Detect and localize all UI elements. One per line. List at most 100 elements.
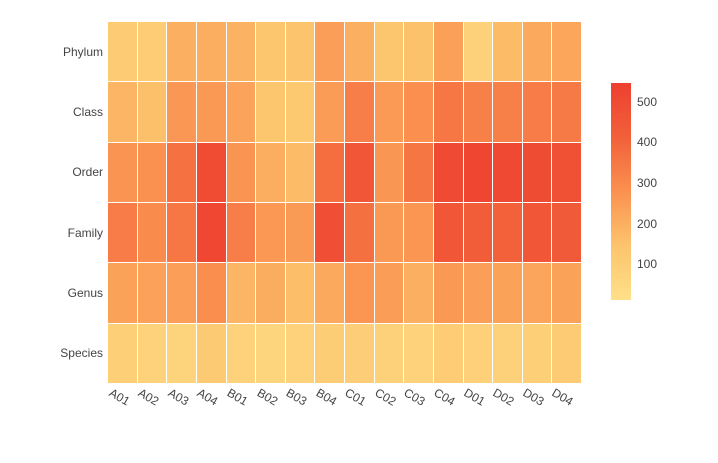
heatmap-cell-A04-Phylum[interactable] <box>196 22 226 82</box>
heatmap-cell-B03-Phylum[interactable] <box>285 22 315 82</box>
heatmap-cell-D04-Phylum[interactable] <box>552 22 581 82</box>
heatmap-cell-C03-Genus[interactable] <box>404 263 433 323</box>
heatmap-cell-D04-Family[interactable] <box>552 202 581 263</box>
heatmap-cell-C03-Class[interactable] <box>404 82 433 142</box>
heatmap-cell-A01-Genus[interactable] <box>108 263 137 323</box>
heatmap-plot-area[interactable] <box>108 22 581 383</box>
heatmap-cell-B01-Order[interactable] <box>226 142 256 202</box>
heatmap-cell-C02-Family[interactable] <box>374 202 404 263</box>
heatmap-cell-D03-Phylum[interactable] <box>522 22 552 82</box>
heatmap-cell-C03-Species[interactable] <box>404 323 433 383</box>
heatmap-cell-A03-Phylum[interactable] <box>167 22 196 82</box>
heatmap-cell-A04-Species[interactable] <box>196 323 226 383</box>
heatmap-cell-A04-Family[interactable] <box>196 202 226 263</box>
heatmap-cell-B04-Genus[interactable] <box>315 263 344 323</box>
heatmap-cell-B01-Family[interactable] <box>226 202 256 263</box>
heatmap-cell-A04-Genus[interactable] <box>196 263 226 323</box>
heatmap-cell-D03-Family[interactable] <box>522 202 552 263</box>
heatmap-cell-A03-Species[interactable] <box>167 323 196 383</box>
heatmap-cell-B03-Species[interactable] <box>285 323 315 383</box>
heatmap-cell-C01-Species[interactable] <box>345 323 374 383</box>
heatmap-cell-B04-Species[interactable] <box>315 323 344 383</box>
heatmap-cell-C04-Phylum[interactable] <box>433 22 463 82</box>
x-tick-label-d03: D03 <box>520 385 547 409</box>
heatmap-cell-A01-Order[interactable] <box>108 142 137 202</box>
heatmap-cell-B01-Phylum[interactable] <box>226 22 256 82</box>
heatmap-cell-B02-Order[interactable] <box>256 142 285 202</box>
heatmap-cell-B01-Species[interactable] <box>226 323 256 383</box>
heatmap-cell-B03-Genus[interactable] <box>285 263 315 323</box>
heatmap-cell-C02-Class[interactable] <box>374 82 404 142</box>
heatmap-cell-A01-Class[interactable] <box>108 82 137 142</box>
heatmap-cell-D01-Genus[interactable] <box>463 263 493 323</box>
heatmap-cell-C01-Phylum[interactable] <box>345 22 374 82</box>
heatmap-cell-D03-Class[interactable] <box>522 82 552 142</box>
heatmap-cell-D04-Species[interactable] <box>552 323 581 383</box>
heatmap-cell-B04-Class[interactable] <box>315 82 344 142</box>
heatmap-cell-C01-Class[interactable] <box>345 82 374 142</box>
heatmap-cell-A02-Phylum[interactable] <box>137 22 167 82</box>
heatmap-cell-A02-Class[interactable] <box>137 82 167 142</box>
heatmap-cell-D01-Phylum[interactable] <box>463 22 493 82</box>
heatmap-cell-B04-Family[interactable] <box>315 202 344 263</box>
heatmap-cell-B02-Phylum[interactable] <box>256 22 285 82</box>
heatmap-cell-A01-Phylum[interactable] <box>108 22 137 82</box>
heatmap-cell-D01-Class[interactable] <box>463 82 493 142</box>
heatmap-cell-D02-Order[interactable] <box>493 142 522 202</box>
heatmap-cell-C03-Family[interactable] <box>404 202 433 263</box>
heatmap-cell-B01-Class[interactable] <box>226 82 256 142</box>
heatmap-cell-A02-Family[interactable] <box>137 202 167 263</box>
heatmap-cell-B02-Genus[interactable] <box>256 263 285 323</box>
heatmap-cell-C04-Order[interactable] <box>433 142 463 202</box>
heatmap-cell-D03-Order[interactable] <box>522 142 552 202</box>
heatmap-cell-D01-Order[interactable] <box>463 142 493 202</box>
heatmap-cell-A03-Genus[interactable] <box>167 263 196 323</box>
heatmap-cell-B03-Family[interactable] <box>285 202 315 263</box>
x-tick-label-a01: A01 <box>106 385 133 409</box>
heatmap-cell-C01-Genus[interactable] <box>345 263 374 323</box>
heatmap-cell-A02-Genus[interactable] <box>137 263 167 323</box>
heatmap-cell-D04-Genus[interactable] <box>552 263 581 323</box>
heatmap-cell-C04-Genus[interactable] <box>433 263 463 323</box>
heatmap-cell-D02-Phylum[interactable] <box>493 22 522 82</box>
heatmap-cell-D02-Class[interactable] <box>493 82 522 142</box>
heatmap-cell-B01-Genus[interactable] <box>226 263 256 323</box>
heatmap-cell-A04-Class[interactable] <box>196 82 226 142</box>
heatmap-cell-B04-Order[interactable] <box>315 142 344 202</box>
heatmap-cell-A02-Order[interactable] <box>137 142 167 202</box>
heatmap-cell-C02-Species[interactable] <box>374 323 404 383</box>
heatmap-cell-B03-Class[interactable] <box>285 82 315 142</box>
heatmap-cell-C03-Phylum[interactable] <box>404 22 433 82</box>
heatmap-cell-C01-Family[interactable] <box>345 202 374 263</box>
heatmap-cell-A03-Class[interactable] <box>167 82 196 142</box>
heatmap-cell-B02-Class[interactable] <box>256 82 285 142</box>
heatmap-cell-A03-Order[interactable] <box>167 142 196 202</box>
heatmap-cell-D02-Family[interactable] <box>493 202 522 263</box>
heatmap-cell-C04-Family[interactable] <box>433 202 463 263</box>
heatmap-cell-B04-Phylum[interactable] <box>315 22 344 82</box>
heatmap-cell-C02-Phylum[interactable] <box>374 22 404 82</box>
heatmap-cell-A03-Family[interactable] <box>167 202 196 263</box>
heatmap-cell-C02-Order[interactable] <box>374 142 404 202</box>
heatmap-cell-D03-Species[interactable] <box>522 323 552 383</box>
heatmap-cell-D02-Species[interactable] <box>493 323 522 383</box>
heatmap-cell-D04-Class[interactable] <box>552 82 581 142</box>
heatmap-cell-D04-Order[interactable] <box>552 142 581 202</box>
heatmap-cell-A02-Species[interactable] <box>137 323 167 383</box>
heatmap-cell-D02-Genus[interactable] <box>493 263 522 323</box>
heatmap-cell-C03-Order[interactable] <box>404 142 433 202</box>
heatmap-cell-D01-Family[interactable] <box>463 202 493 263</box>
heatmap-cell-C04-Species[interactable] <box>433 323 463 383</box>
heatmap-cell-B02-Family[interactable] <box>256 202 285 263</box>
heatmap-cell-D03-Genus[interactable] <box>522 263 552 323</box>
heatmap-cell-B02-Species[interactable] <box>256 323 285 383</box>
x-tick-label-d01: D01 <box>460 385 488 409</box>
heatmap-cell-A04-Order[interactable] <box>196 142 226 202</box>
heatmap-cell-B03-Order[interactable] <box>285 142 315 202</box>
heatmap-cell-C02-Genus[interactable] <box>374 263 404 323</box>
heatmap-cell-A01-Species[interactable] <box>108 323 137 383</box>
heatmap-cell-C01-Order[interactable] <box>345 142 374 202</box>
heatmap-cell-A01-Family[interactable] <box>108 202 137 263</box>
heatmap-cell-D01-Species[interactable] <box>463 323 493 383</box>
heatmap-cell-C04-Class[interactable] <box>433 82 463 142</box>
